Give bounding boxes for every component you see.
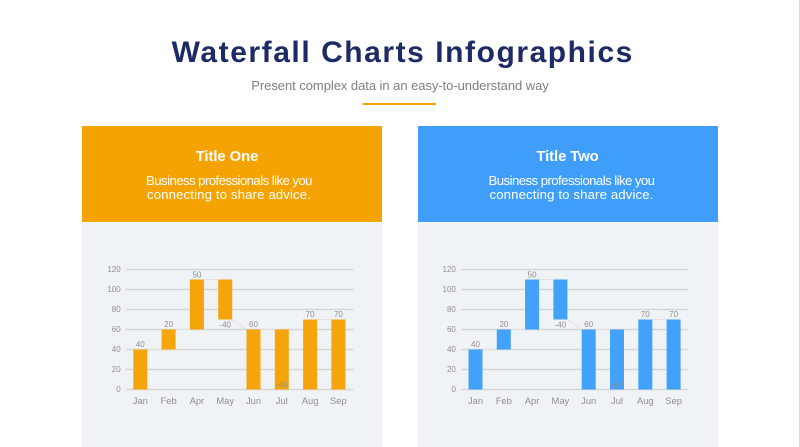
svg-text:May: May [216,395,234,406]
svg-text:80: 80 [112,305,121,314]
svg-text:Jul: Jul [611,395,623,406]
svg-text:50: 50 [528,270,537,279]
svg-text:120: 120 [107,265,121,274]
svg-text:80: 80 [447,305,456,314]
svg-text:-40: -40 [219,321,231,330]
svg-text:100: 100 [443,285,457,294]
svg-text:20: 20 [447,365,456,374]
svg-text:Feb: Feb [161,395,177,406]
svg-text:Jul: Jul [276,395,288,406]
svg-text:20: 20 [112,365,121,374]
svg-text:60: 60 [584,320,593,329]
svg-text:50: 50 [192,270,201,279]
svg-text:120: 120 [443,265,457,274]
svg-text:Sep: Sep [665,395,682,406]
svg-text:70: 70 [306,310,315,319]
svg-text:0: 0 [116,385,121,394]
svg-text:Feb: Feb [496,395,512,406]
svg-text:May: May [552,395,570,406]
svg-text:100: 100 [107,285,121,294]
svg-text:70: 70 [334,310,343,319]
svg-text:20: 20 [164,320,173,329]
svg-text:Sep: Sep [330,395,347,406]
svg-text:Jun: Jun [581,395,596,406]
svg-text:40: 40 [447,345,456,354]
svg-text:Jan: Jan [468,395,483,406]
svg-text:0: 0 [451,385,456,394]
svg-text:60: 60 [447,325,456,334]
svg-text:60: 60 [249,320,258,329]
svg-text:Apr: Apr [190,395,205,406]
svg-text:-40: -40 [611,380,623,389]
svg-text:40: 40 [136,340,145,349]
svg-text:70: 70 [641,310,650,319]
svg-text:Jun: Jun [246,395,261,406]
svg-text:40: 40 [471,340,480,349]
svg-text:-40: -40 [276,380,288,389]
svg-text:Aug: Aug [302,395,319,406]
svg-text:Apr: Apr [525,395,540,406]
svg-text:60: 60 [112,325,121,334]
svg-text:Aug: Aug [637,395,654,406]
svg-text:-40: -40 [555,321,567,330]
svg-text:Jan: Jan [133,395,148,406]
svg-text:20: 20 [499,320,508,329]
svg-text:70: 70 [669,310,678,319]
svg-text:40: 40 [112,345,121,354]
